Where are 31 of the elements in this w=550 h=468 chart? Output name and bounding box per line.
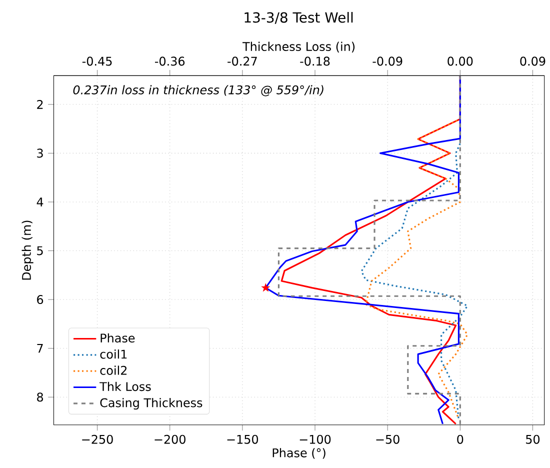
legend-label: Phase	[100, 333, 135, 343]
x2-tick-label: -0.09	[372, 56, 402, 66]
x-tick-label: −100	[300, 434, 331, 444]
x2-tick-label: -0.45	[82, 56, 112, 66]
x-tick-label: −150	[227, 434, 258, 444]
x2-tick-label: -0.36	[154, 56, 185, 66]
y-tick-label: 8	[37, 392, 44, 402]
y-tick-label: 7	[37, 344, 43, 353]
x2-tick-label: 0.09	[520, 56, 546, 66]
x-tick-label: −200	[154, 434, 186, 444]
annotation: 0.237in loss in thickness (133° @ 559°/in)	[73, 85, 324, 96]
legend-label: coil2	[100, 366, 127, 376]
x2-axis-title: Thickness Loss (in)	[242, 42, 355, 53]
legend-label: coil1	[100, 350, 127, 359]
y-axis-title: Depth (m)	[22, 220, 34, 280]
y-tick-label: 3	[37, 148, 43, 158]
y-tick-label: 5	[37, 246, 43, 256]
y-tick-label: 6	[37, 295, 44, 304]
legend-label: Thk Loss	[100, 382, 151, 392]
x-tick-label: −50	[376, 434, 400, 444]
x2-tick-label: -0.27	[228, 56, 257, 66]
y-tick-label: 4	[36, 198, 44, 206]
chart-title: 13-3/8 Test Well	[244, 12, 353, 24]
x-axis-title: Phase (°)	[272, 448, 326, 459]
legend-label: Casing Thickness	[100, 398, 202, 410]
x-tick-label: 0	[457, 434, 464, 444]
x2-tick-label: 0.00	[448, 56, 473, 66]
y-tick-label: 2	[37, 100, 43, 109]
x2-tick-label: -0.18	[300, 56, 330, 66]
x-tick-label: −250	[82, 434, 113, 444]
x-tick-label: 50	[526, 434, 540, 444]
